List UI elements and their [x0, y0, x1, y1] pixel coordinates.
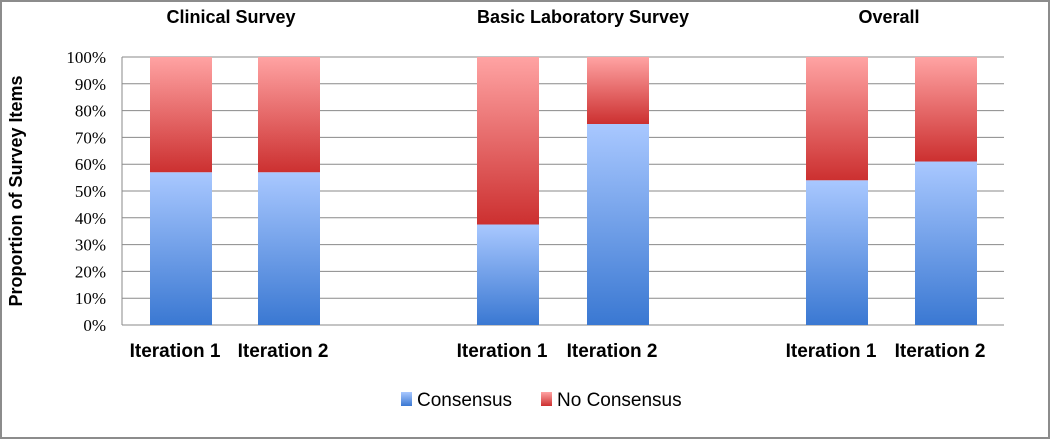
bar-segment-consensus	[587, 124, 649, 325]
y-tick-label: 40%	[75, 209, 106, 228]
x-tick-label: Iteration 1	[130, 341, 221, 362]
x-tick-label: Iteration 2	[895, 341, 986, 362]
panel-title: Overall	[858, 7, 919, 27]
bar-segment-no-consensus	[258, 57, 320, 173]
bar-segment-consensus	[806, 180, 868, 325]
x-tick-label: Iteration 2	[238, 341, 329, 362]
y-tick-label: 0%	[83, 316, 106, 335]
y-tick-label: 10%	[75, 289, 106, 308]
x-tick-label: Iteration 1	[786, 341, 877, 362]
bar-segment-no-consensus	[806, 57, 868, 181]
bar-segment-no-consensus	[150, 57, 212, 173]
legend-label-consensus: Consensus	[417, 390, 512, 411]
y-tick-label: 100%	[66, 48, 106, 67]
x-tick-label: Iteration 2	[567, 341, 658, 362]
legend: Consensus No Consensus	[401, 390, 682, 411]
panel-title: Clinical Survey	[166, 7, 295, 27]
legend-swatch-consensus	[401, 392, 412, 406]
y-tick-label: 50%	[75, 182, 106, 201]
bar-segment-no-consensus	[587, 57, 649, 124]
bar-segment-consensus	[258, 172, 320, 325]
x-tick-label: Iteration 1	[457, 341, 548, 362]
y-tick-label: 60%	[75, 155, 106, 174]
panel-title: Basic Laboratory Survey	[477, 7, 689, 27]
bar-segment-consensus	[477, 224, 539, 325]
bar-segment-consensus	[915, 161, 977, 325]
bar-segment-consensus	[150, 172, 212, 325]
y-tick-label: 20%	[75, 262, 106, 281]
y-tick-label: 30%	[75, 236, 106, 255]
y-axis-label: Proportion of Survey Items	[6, 75, 26, 306]
y-tick-label: 90%	[75, 75, 106, 94]
legend-swatch-no-consensus	[541, 392, 552, 406]
legend-label-no-consensus: No Consensus	[557, 390, 682, 411]
y-tick-label: 70%	[75, 128, 106, 147]
bar-segment-no-consensus	[915, 57, 977, 162]
bar-segment-no-consensus	[477, 57, 539, 225]
y-tick-label: 80%	[75, 102, 106, 121]
